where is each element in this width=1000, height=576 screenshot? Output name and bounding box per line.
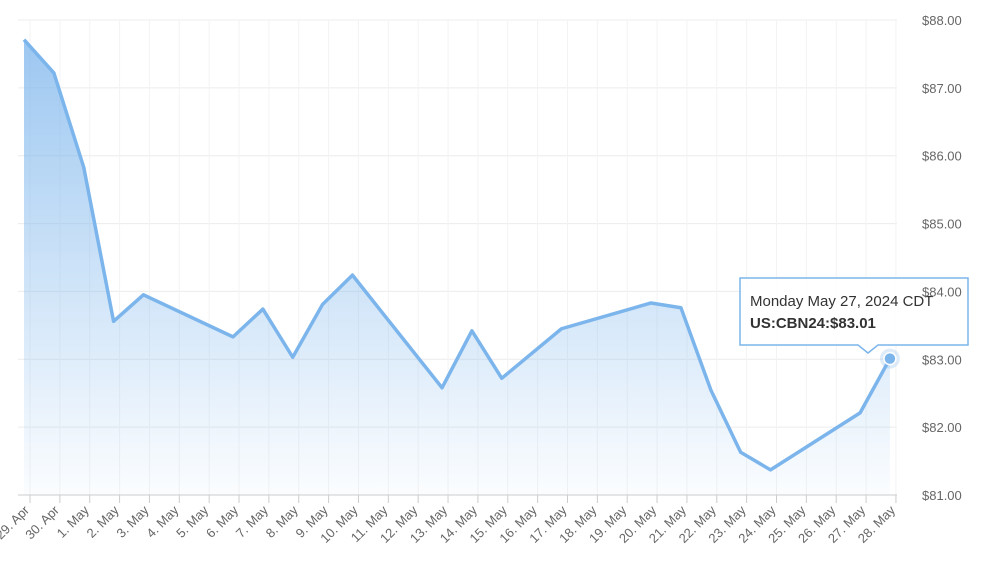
x-tick-label: 4. May	[143, 502, 182, 541]
tooltip-text: US:CBN24:$83.01	[750, 315, 876, 332]
tooltip-title: Monday May 27, 2024 CDT	[750, 293, 933, 310]
y-tick-label: $87.00	[922, 81, 962, 96]
y-tick-label: $88.00	[922, 13, 962, 28]
x-tick-label: 1. May	[54, 502, 93, 541]
y-tick-label: $85.00	[922, 217, 962, 232]
x-tick-label: 2. May	[84, 502, 123, 541]
x-tick-label: 7. May	[233, 502, 272, 541]
tooltip: Monday May 27, 2024 CDT US:CBN24:$83.01	[739, 277, 969, 354]
hover-marker	[883, 351, 897, 366]
line	[22, 38, 892, 472]
area	[24, 39, 890, 496]
x-tick-label: 30. Apr	[22, 502, 62, 542]
y-tick-label: $84.00	[922, 284, 962, 299]
y-tick-label: $86.00	[922, 149, 962, 164]
y-tick-label: $82.00	[922, 420, 962, 435]
x-tick-label: 8. May	[263, 502, 302, 541]
tooltip-box	[739, 277, 969, 354]
x-tick-label: 5. May	[173, 502, 212, 541]
x-tick-label: 3. May	[113, 502, 152, 541]
y-tick-label: $81.00	[922, 488, 962, 503]
y-tick-label: $83.00	[922, 352, 962, 367]
x-tick-label: 6. May	[203, 502, 242, 541]
